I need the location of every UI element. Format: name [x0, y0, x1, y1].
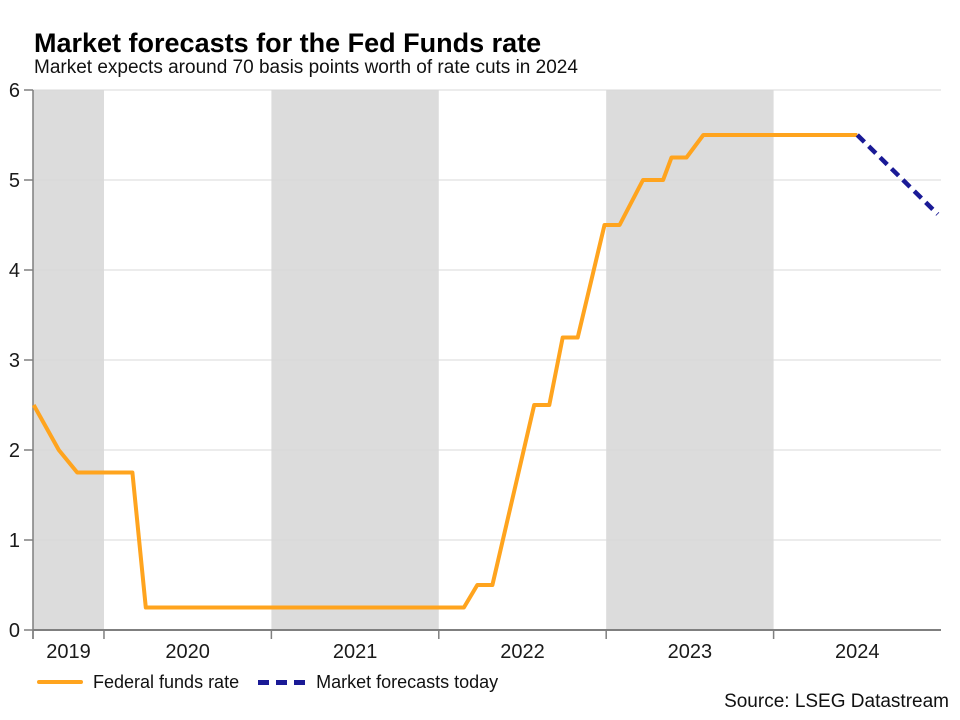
chart-title: Market forecasts for the Fed Funds rate	[34, 28, 542, 59]
x-tick-label: 2023	[668, 641, 713, 663]
x-tick-label: 2024	[835, 641, 880, 663]
x-tick-label: 2021	[333, 641, 378, 663]
series-market-forecasts-today	[855, 133, 940, 216]
legend-swatch-market-forecasts	[258, 679, 307, 685]
x-tick-label: 2019	[46, 641, 91, 663]
source-credit: Source: LSEG Datastream	[724, 691, 949, 712]
y-tick-label: 1	[9, 530, 20, 552]
y-tick-label: 5	[9, 170, 20, 192]
series-federal-funds-rate	[31, 133, 858, 610]
x-tick-label: 2022	[500, 641, 545, 663]
y-tick-label: 2	[9, 440, 20, 462]
y-tick-label: 4	[9, 260, 20, 282]
y-tick-label: 6	[9, 80, 20, 102]
legend-label-market-forecasts: Market forecasts today	[316, 672, 499, 692]
y-tick-label: 0	[9, 620, 20, 642]
legend-label-federal-funds-rate: Federal funds rate	[93, 672, 240, 692]
legend-swatch-federal-funds-rate	[37, 680, 83, 684]
x-tick-label: 2020	[165, 641, 210, 663]
y-tick-label: 3	[9, 350, 20, 372]
legend: Federal funds rate Market forecasts toda…	[37, 670, 498, 694]
chart-subtitle: Market expects around 70 basis points wo…	[34, 57, 578, 78]
